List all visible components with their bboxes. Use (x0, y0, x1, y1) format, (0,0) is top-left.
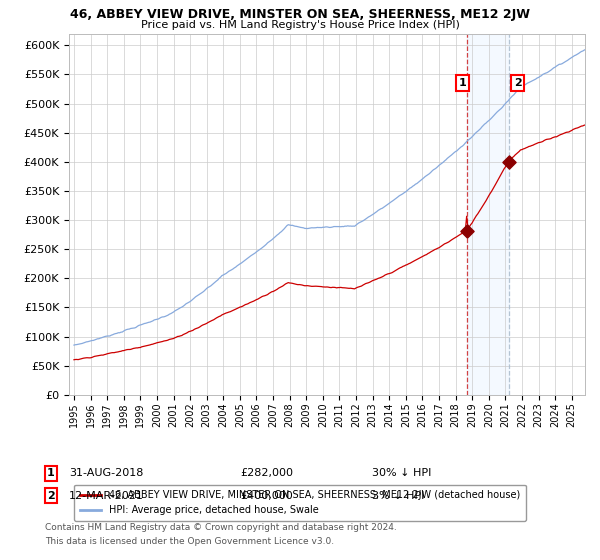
Text: 31-AUG-2018: 31-AUG-2018 (69, 468, 143, 478)
Text: 12-MAR-2021: 12-MAR-2021 (69, 491, 144, 501)
Text: £282,000: £282,000 (240, 468, 293, 478)
Point (504, 157, 514, 166)
Text: £400,000: £400,000 (240, 491, 293, 501)
Text: Price paid vs. HM Land Registry's House Price Index (HPI): Price paid vs. HM Land Registry's House … (140, 20, 460, 30)
Text: Contains HM Land Registry data © Crown copyright and database right 2024.: Contains HM Land Registry data © Crown c… (45, 523, 397, 532)
Text: 46, ABBEY VIEW DRIVE, MINSTER ON SEA, SHEERNESS, ME12 2JW: 46, ABBEY VIEW DRIVE, MINSTER ON SEA, SH… (70, 8, 530, 21)
Text: 3% ↓ HPI: 3% ↓ HPI (372, 491, 424, 501)
Bar (467, 34, 509, 395)
Text: 2: 2 (514, 78, 521, 88)
Point (462, 226, 472, 235)
Legend: 46, ABBEY VIEW DRIVE, MINSTER ON SEA, SHEERNESS, ME12 2JW (detached house), HPI:: 46, ABBEY VIEW DRIVE, MINSTER ON SEA, SH… (74, 484, 526, 521)
Text: 1: 1 (47, 468, 55, 478)
Text: This data is licensed under the Open Government Licence v3.0.: This data is licensed under the Open Gov… (45, 537, 334, 546)
Text: 30% ↓ HPI: 30% ↓ HPI (372, 468, 431, 478)
Text: 2: 2 (47, 491, 55, 501)
Text: 1: 1 (458, 78, 466, 88)
